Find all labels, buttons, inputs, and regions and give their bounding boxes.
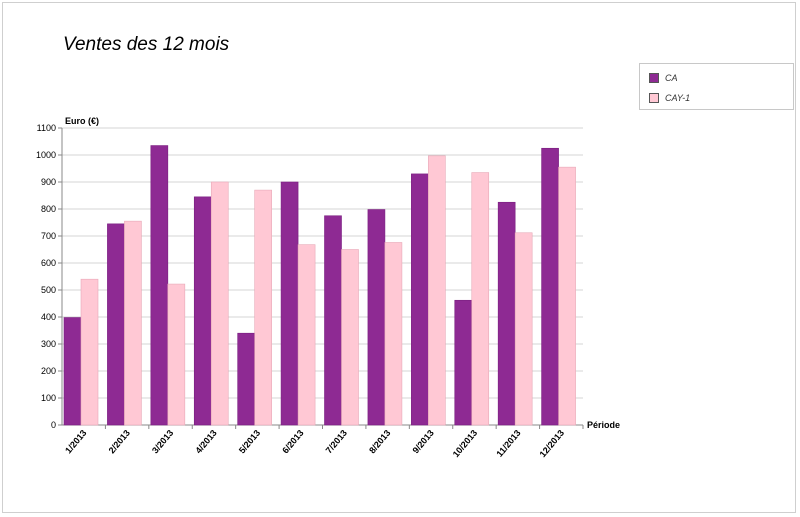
bar-ca: [454, 299, 473, 426]
y-axis-title: Euro (€): [65, 116, 99, 126]
y-tick-label: 400: [41, 312, 56, 322]
bar-cay1: [80, 278, 99, 426]
bar-cay1: [124, 220, 142, 426]
x-tick-label: 4/2013: [193, 428, 218, 456]
y-tick-label: 200: [41, 366, 56, 376]
x-tick-label: 11/2013: [494, 428, 522, 459]
x-tick-label: 5/2013: [237, 428, 262, 456]
bar-ca: [237, 332, 255, 426]
bar-cay1: [297, 244, 316, 426]
y-tick-label: 1100: [37, 123, 56, 133]
x-tick-label: 3/2013: [150, 428, 175, 456]
bar-ca: [411, 173, 429, 426]
y-tick-label: 300: [41, 339, 56, 349]
y-tick-label: 900: [41, 177, 56, 187]
legend-item-cay1: CAY-1: [649, 92, 690, 104]
bar-ca: [150, 145, 169, 426]
y-tick-label: 0: [51, 420, 56, 430]
x-tick-label: 12/2013: [538, 428, 567, 459]
bar-ca: [324, 215, 342, 426]
bar-ca: [497, 201, 516, 426]
y-tick-label: 1000: [36, 150, 56, 160]
bar-ca: [107, 223, 125, 426]
bar-cay1: [254, 189, 272, 426]
x-tick-label: 9/2013: [411, 428, 436, 456]
y-tick-label: 500: [41, 285, 56, 295]
bar-cay1: [384, 242, 403, 426]
bar-ca: [193, 196, 212, 426]
bar-cay1: [167, 283, 186, 426]
x-axis-title: Période: [587, 420, 620, 430]
bar-ca: [367, 209, 386, 426]
bar-ca: [541, 147, 559, 426]
bar-cay1: [471, 172, 490, 426]
y-tick-label: 700: [41, 231, 56, 241]
legend-item-ca: CA: [649, 72, 678, 84]
x-tick-label: 8/2013: [367, 428, 392, 456]
x-tick-label: 2/2013: [107, 428, 132, 456]
bar-ca: [63, 317, 82, 426]
x-tick-label: 1/2013: [63, 428, 88, 456]
bar-ca: [280, 181, 299, 426]
bar-cay1: [428, 155, 446, 426]
x-tick-label: 6/2013: [280, 428, 305, 456]
legend-swatch-ca: [649, 73, 659, 83]
bar-cay1: [210, 181, 229, 426]
y-tick-label: 800: [41, 204, 56, 214]
legend-label-cay1: CAY-1: [665, 93, 691, 103]
chart-title: Ventes des 12 mois: [63, 34, 230, 55]
x-tick-label: 7/2013: [324, 428, 349, 456]
x-tick-label: 10/2013: [451, 428, 480, 459]
y-tick-label: 600: [41, 258, 56, 268]
bar-cay1: [558, 166, 576, 426]
legend-label-ca: CA: [665, 73, 678, 83]
bar-cay1: [514, 232, 533, 426]
y-tick-label: 100: [41, 393, 56, 403]
bar-cay1: [341, 249, 359, 426]
legend: CA CAY-1: [639, 63, 794, 110]
legend-swatch-cay1: [649, 93, 659, 103]
